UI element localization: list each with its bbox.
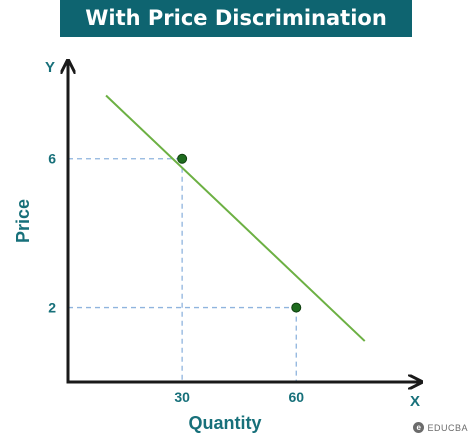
watermark-text: EDUCBA bbox=[427, 422, 468, 433]
data-point-1 bbox=[291, 302, 302, 313]
guide-lines bbox=[68, 158, 297, 382]
educba-logo-icon: e bbox=[413, 422, 425, 433]
x-axis-label: Quantity bbox=[188, 413, 261, 433]
y-axis-letter: Y bbox=[45, 59, 55, 76]
data-point-0 bbox=[177, 153, 188, 164]
x-tick-label-0: 30 bbox=[174, 389, 190, 405]
data-points bbox=[177, 153, 302, 313]
series-lines bbox=[105, 94, 366, 342]
tick-labels: 30 60 6 2 bbox=[48, 151, 304, 405]
watermark: e EDUCBA bbox=[413, 422, 468, 433]
y-axis-label: Price bbox=[13, 199, 33, 243]
x-axis-letter: X bbox=[410, 393, 420, 410]
y-tick-label-1: 2 bbox=[48, 300, 56, 316]
x-tick-label-1: 60 bbox=[288, 389, 304, 405]
chart-title: With Price Discrimination bbox=[60, 0, 412, 37]
demand-line-0 bbox=[105, 94, 366, 342]
y-tick-label-0: 6 bbox=[48, 151, 56, 167]
